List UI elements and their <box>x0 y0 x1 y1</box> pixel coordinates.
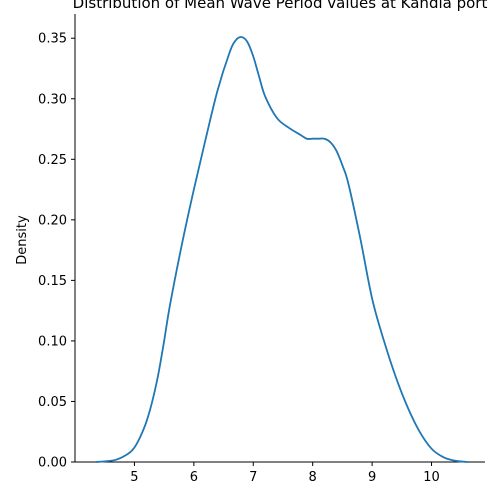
x-tick-label: 6 <box>190 470 198 485</box>
y-tick-label: 0.20 <box>38 213 67 228</box>
y-tick-label: 0.15 <box>38 274 67 289</box>
x-tick-label: 8 <box>309 470 317 485</box>
y-tick-label: 0.05 <box>38 395 67 410</box>
y-tick-label: 0.25 <box>38 153 67 168</box>
y-tick-label: 0.35 <box>38 32 67 47</box>
axes <box>74 14 485 463</box>
series-layer <box>95 36 468 463</box>
tick-marks: 5 6 7 8 9 10 0.00 0.05 0.10 0.15 0.20 0.25 0.30 0.35 <box>38 32 440 485</box>
chart-title: Distribution of Mean Wave Period values … <box>73 0 488 12</box>
x-tick-label: 7 <box>249 470 257 485</box>
x-tick-label: 5 <box>130 470 138 485</box>
y-axis-label: Density <box>15 215 30 265</box>
y-tick-label: 0.30 <box>38 92 67 107</box>
density-curve <box>95 36 468 463</box>
y-tick-label: 0.10 <box>38 334 67 349</box>
x-tick-label: 9 <box>368 470 376 485</box>
x-tick-label: 10 <box>423 470 440 485</box>
y-tick-label: 0.00 <box>38 456 67 471</box>
